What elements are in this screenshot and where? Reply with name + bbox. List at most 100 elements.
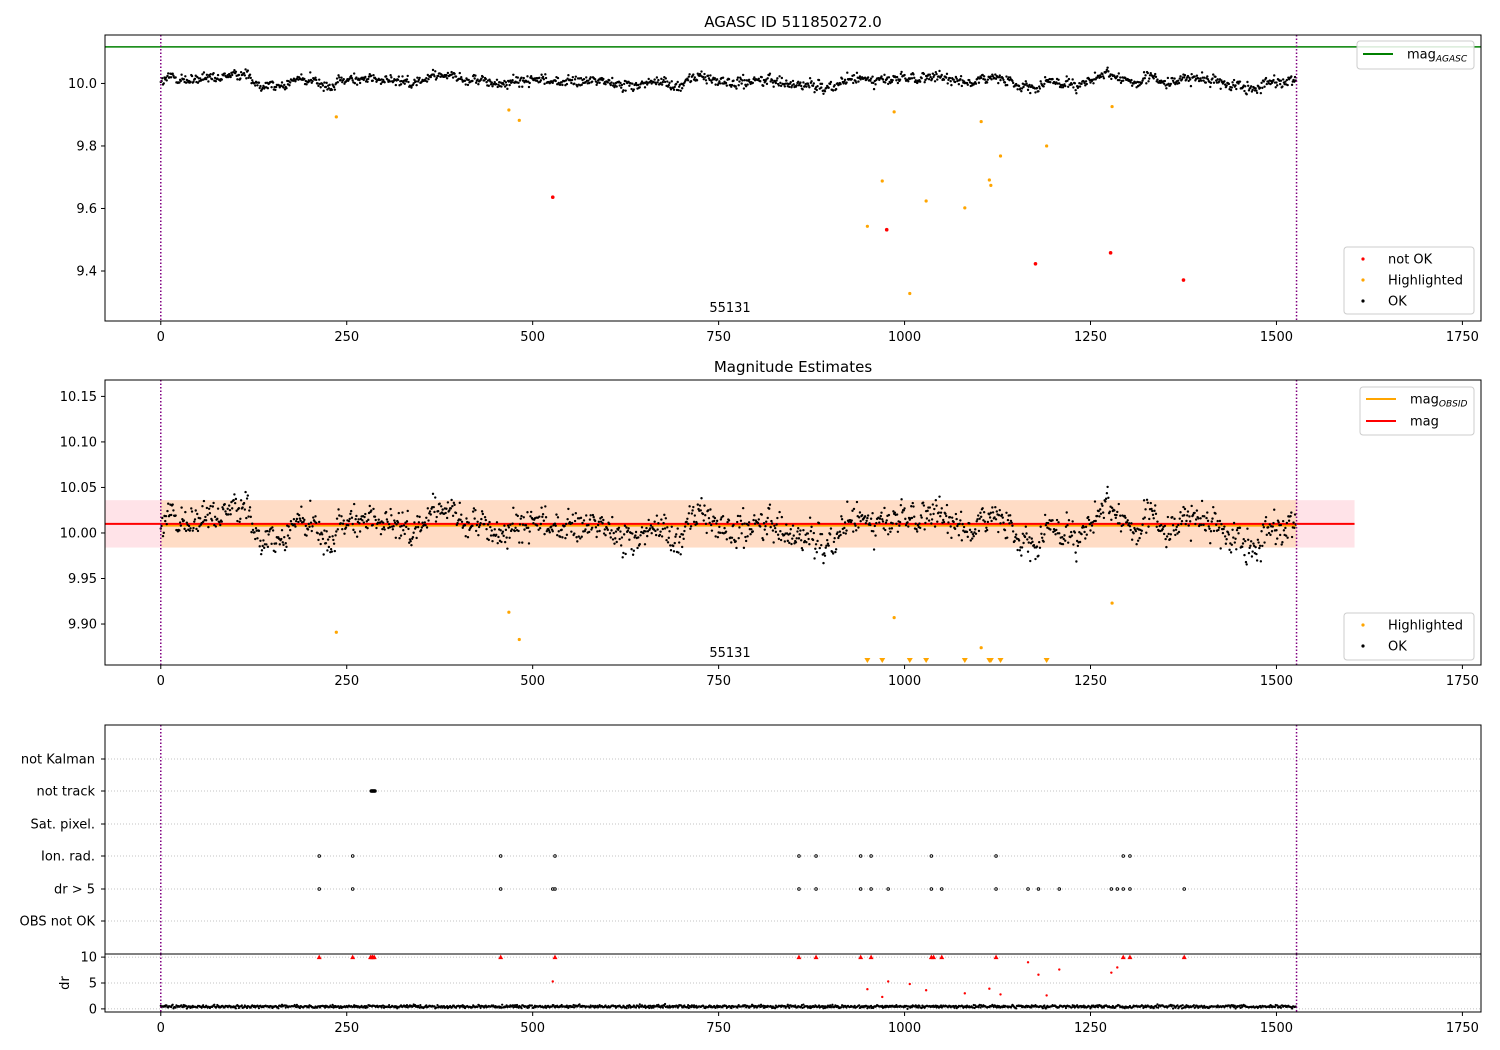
- ok-point: [716, 535, 720, 539]
- ok-point: [169, 76, 173, 79]
- ok-point: [713, 77, 717, 80]
- ok-point: [195, 527, 198, 531]
- ok-point: [705, 82, 708, 85]
- ok-point: [923, 528, 926, 531]
- ok-point: [945, 72, 949, 76]
- ok-point: [253, 531, 256, 534]
- ok-point: [937, 511, 940, 514]
- ok-point: [473, 517, 476, 520]
- ok-point: [1212, 505, 1215, 509]
- flag-row-label: Sat. pixel.: [31, 818, 95, 833]
- ok-point: [1148, 517, 1151, 521]
- flag-point: [1121, 887, 1125, 891]
- ok-point: [390, 76, 393, 79]
- ok-point: [969, 539, 972, 542]
- ok-point: [304, 524, 308, 528]
- ok-point: [1227, 533, 1231, 536]
- ok-point: [433, 510, 436, 514]
- ok-point: [289, 520, 293, 523]
- y-tick-label: 9.4: [76, 264, 97, 279]
- ok-point: [1200, 523, 1203, 527]
- ok-point: [1254, 545, 1257, 549]
- ok-point: [323, 529, 326, 532]
- ok-point: [414, 80, 418, 83]
- ok-point: [753, 514, 756, 517]
- ok-point: [588, 518, 592, 521]
- ok-point: [192, 526, 195, 530]
- ok-point: [741, 506, 745, 510]
- ok-point: [999, 522, 1002, 525]
- ok-point: [502, 83, 505, 86]
- ok-point: [1255, 559, 1259, 562]
- ok-point: [776, 77, 779, 80]
- ok-point: [308, 525, 311, 528]
- ok-point: [1224, 542, 1228, 545]
- ok-point: [1139, 532, 1143, 535]
- ok-point: [1256, 538, 1260, 541]
- ok-point: [480, 510, 484, 513]
- ok-point: [265, 529, 269, 533]
- ok-point: [869, 517, 873, 520]
- ok-point: [667, 83, 670, 87]
- ok-point: [1040, 532, 1043, 535]
- ok-point: [670, 525, 673, 528]
- ok-point: [637, 83, 640, 87]
- ok-point: [529, 515, 532, 518]
- ok-point: [164, 76, 168, 79]
- y-tick-label: 10.15: [60, 390, 97, 405]
- ok-point: [1143, 516, 1147, 519]
- ok-point: [1022, 85, 1025, 89]
- ok-point: [1194, 518, 1198, 521]
- ok-point: [1002, 521, 1005, 524]
- ok-point: [782, 533, 786, 537]
- ok-point: [1130, 522, 1133, 525]
- ok-point: [962, 525, 966, 529]
- ok-point: [348, 517, 351, 521]
- ok-point: [544, 73, 547, 76]
- ok-point: [949, 80, 952, 83]
- ok-point: [700, 497, 703, 500]
- ok-point: [736, 76, 740, 79]
- ok-point: [971, 537, 974, 540]
- ok-point: [1178, 517, 1181, 520]
- ok-point: [1084, 525, 1088, 529]
- ok-point: [1172, 529, 1176, 532]
- ok-point: [1101, 72, 1104, 76]
- ok-point: [1276, 537, 1279, 540]
- ok-point: [709, 508, 712, 511]
- ok-point: [381, 521, 385, 524]
- ok-point: [558, 83, 562, 86]
- ok-point: [329, 548, 333, 551]
- ok-point: [757, 518, 760, 521]
- ok-point: [305, 83, 308, 86]
- ok-point: [842, 531, 845, 535]
- ok-point: [1221, 531, 1225, 535]
- dr-clipped-marker: [868, 954, 874, 960]
- ok-point: [198, 525, 201, 528]
- ok-point: [718, 531, 722, 535]
- ok-point: [479, 522, 482, 525]
- ok-point: [228, 508, 232, 512]
- ok-point: [661, 80, 665, 84]
- ok-point: [983, 520, 987, 523]
- ok-point: [1183, 514, 1186, 517]
- x-tick-label: 1500: [1260, 1021, 1293, 1036]
- ok-point: [998, 508, 1001, 512]
- ok-point: [1110, 518, 1113, 522]
- ok-point: [1032, 544, 1036, 547]
- ok-point: [182, 519, 186, 522]
- ok-point: [779, 81, 782, 85]
- ok-point: [1169, 82, 1173, 86]
- ok-point: [320, 533, 324, 536]
- ok-point: [700, 70, 703, 73]
- ok-point: [426, 507, 430, 510]
- ok-point: [882, 527, 885, 530]
- ok-point: [878, 517, 882, 520]
- ok-point: [1270, 530, 1274, 533]
- ok-point: [923, 81, 926, 84]
- ok-point: [344, 526, 348, 529]
- ok-point: [1244, 85, 1247, 88]
- highlighted-point: [908, 291, 912, 296]
- ok-point: [213, 515, 217, 519]
- ok-point: [977, 529, 981, 533]
